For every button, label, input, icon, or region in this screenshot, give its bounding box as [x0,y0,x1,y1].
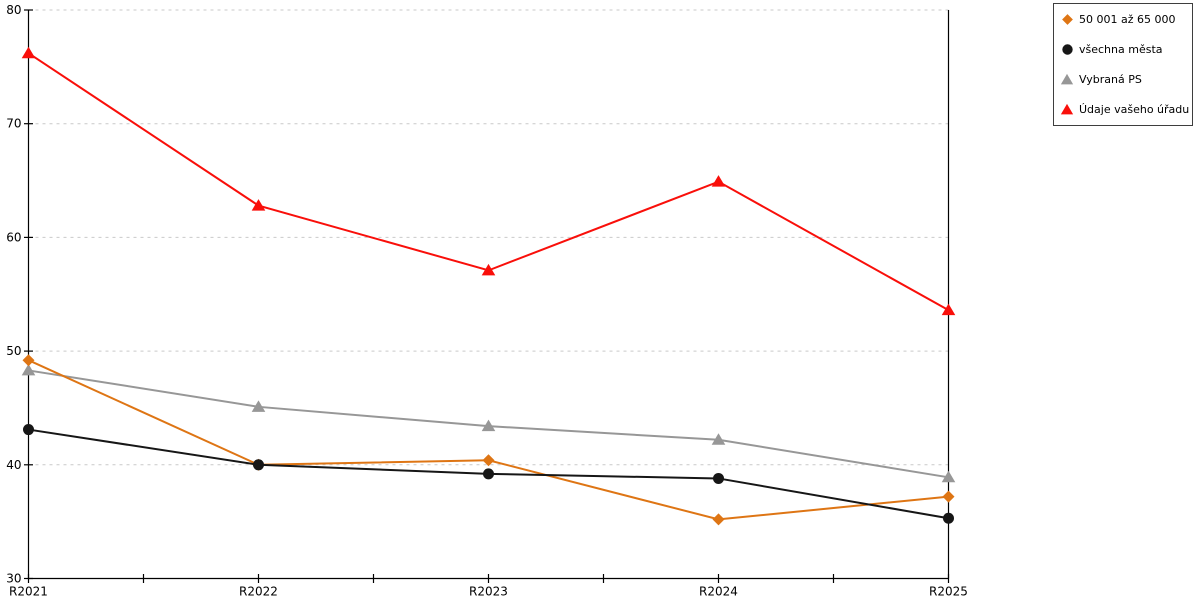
x-tick-label: R2024 [699,585,738,599]
legend-item: 50 001 až 65 000 [1060,13,1188,26]
y-tick-label: 30 [6,572,21,586]
legend-item: Údaje vašeho úřadu [1060,103,1190,116]
y-tick-label: 50 [6,344,21,358]
x-axis-ticks: R2021 R2022 R2023 R2024 R2025 [9,574,968,599]
legend-label: Údaje vašeho úřadu [1079,103,1190,116]
triangle-icon [1060,103,1074,116]
x-tick-label: R2022 [239,585,278,599]
circle-icon [1060,43,1074,56]
y-tick-label: 80 [6,3,21,17]
gridlines [28,9,949,466]
triangle-icon [1060,73,1074,86]
legend-label: 50 001 až 65 000 [1079,13,1176,26]
x-tick-label: R2025 [929,585,968,599]
legend-item: Vybraná PS [1060,73,1188,86]
y-tick-label: 40 [6,458,21,472]
diamond-icon [1060,13,1074,26]
x-tick-label: R2021 [9,585,48,599]
series-1 [23,424,954,524]
legend: 50 001 až 65 000 všechna města Vybraná P… [1053,3,1193,126]
y-tick-label: 60 [6,230,21,244]
axes [27,10,950,580]
legend-label: Vybraná PS [1079,73,1142,86]
legend-label: všechna města [1079,43,1163,56]
series-0 [22,354,955,526]
series-2 [21,363,956,483]
series-3 [21,46,956,316]
legend-item: všechna města [1060,43,1188,56]
y-axis-ticks: 30 40 50 60 70 80 [6,3,33,586]
y-tick-label: 70 [6,117,21,131]
x-tick-label: R2023 [469,585,508,599]
